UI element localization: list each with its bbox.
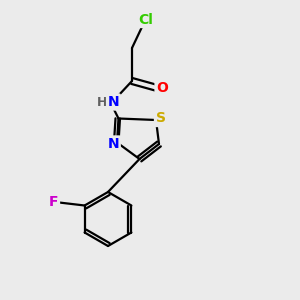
Text: F: F [49,196,58,209]
Text: Cl: Cl [138,13,153,26]
Text: O: O [156,82,168,95]
Text: H: H [97,95,107,109]
Text: N: N [108,137,119,151]
Text: N: N [108,95,119,109]
Text: S: S [155,112,166,125]
